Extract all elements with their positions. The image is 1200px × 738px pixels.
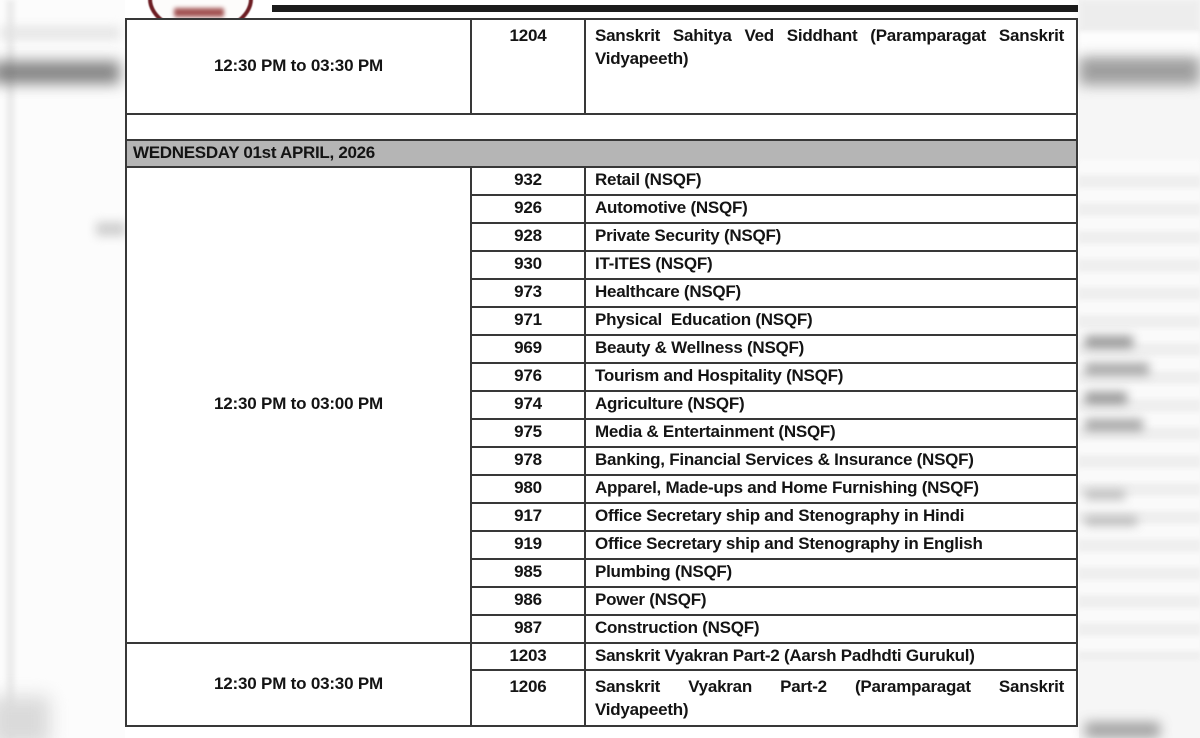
subject-cell: Banking, Financial Services & Insurance … (584, 445, 1078, 476)
table-row: 12:30 PM to 03:30 PM 1203 Sanskrit Vyakr… (125, 641, 1078, 727)
subject-cell: Office Secretary ship and Stenography in… (584, 501, 1078, 532)
subject-cell: Power (NSQF) (584, 585, 1078, 616)
subject-cell: Private Security (NSQF) (584, 221, 1078, 252)
subject-cell: Media & Entertainment (NSQF) (584, 417, 1078, 448)
header-rule (272, 5, 1078, 12)
table-row: 926 Automotive (NSQF) (126, 193, 1078, 224)
code-cell: 969 (470, 333, 586, 364)
background-left-line (6, 0, 15, 738)
table-row: 986 Power (NSQF) (126, 585, 1078, 616)
background-left-light-band (0, 26, 120, 40)
code-cell: 919 (470, 529, 586, 560)
code-cell: 987 (470, 613, 586, 644)
code-cell: 928 (470, 221, 586, 252)
time-cell: 12:30 PM to 03:00 PM (125, 165, 472, 644)
code-cell: 932 (470, 165, 586, 196)
background-right-text-blob (1085, 336, 1133, 348)
subject-cell: Sanskrit Sahitya Ved Siddhant (Parampara… (584, 18, 1078, 115)
subject-cell: Sanskrit Vyakran Part-2 (Paramparagat Sa… (584, 668, 1078, 727)
table-row: 973 Healthcare (NSQF) (126, 277, 1078, 308)
day-header-row: WEDNESDAY 01st APRIL, 2026 (125, 139, 1078, 168)
table-row: 976 Tourism and Hospitality (NSQF) (126, 361, 1078, 392)
table-row: 985 Plumbing (NSQF) (126, 557, 1078, 588)
subject-cell: Tourism and Hospitality (NSQF) (584, 361, 1078, 392)
table-row: 928 Private Security (NSQF) (126, 221, 1078, 252)
table-row: 978 Banking, Financial Services & Insura… (126, 445, 1078, 476)
subject-cell: Agriculture (NSQF) (584, 389, 1078, 420)
subject-cell: Construction (NSQF) (584, 613, 1078, 644)
table-row: 987 Construction (NSQF) (126, 613, 1078, 644)
table-row: 12:30 PM to 03:30 PM 1204 Sanskrit Sahit… (125, 18, 1078, 115)
background-left-margin (0, 0, 125, 738)
background-right-white-band (1079, 32, 1200, 58)
background-left-blob (96, 222, 126, 236)
code-cell: 976 (470, 361, 586, 392)
code-cell: 917 (470, 501, 586, 532)
code-cell: 975 (470, 417, 586, 448)
background-right-dark-band (1079, 57, 1200, 85)
background-right-bottom-blob (1085, 722, 1160, 738)
school-emblem-text (174, 8, 224, 17)
table-row: 969 Beauty & Wellness (NSQF) (126, 333, 1078, 364)
code-cell: 930 (470, 249, 586, 280)
code-cell: 1206 (470, 668, 586, 727)
code-cell: 971 (470, 305, 586, 336)
background-right-row-stripes (1079, 160, 1200, 660)
subject-cell: Office Secretary ship and Stenography in… (584, 529, 1078, 560)
table-row: 919 Office Secretary ship and Stenograph… (126, 529, 1078, 560)
table-row: 1206 Sanskrit Vyakran Part-2 (Paramparag… (126, 668, 1078, 727)
exam-timetable: 12:30 PM to 03:30 PM 1204 Sanskrit Sahit… (125, 18, 1078, 727)
code-cell: 986 (470, 585, 586, 616)
code-cell: 1203 (470, 641, 586, 671)
subject-cell: Sanskrit Vyakran Part-2 (Aarsh Padhdti G… (584, 641, 1078, 671)
subject-cell: IT-ITES (NSQF) (584, 249, 1078, 280)
subject-cell: Beauty & Wellness (NSQF) (584, 333, 1078, 364)
subject-cell: Apparel, Made-ups and Home Furnishing (N… (584, 473, 1078, 504)
background-right-text-blob (1085, 490, 1125, 500)
background-right-text-blob (1085, 392, 1127, 404)
background-right-text-blob (1085, 516, 1137, 526)
background-right-text-blob (1085, 419, 1143, 431)
table-row: 974 Agriculture (NSQF) (126, 389, 1078, 420)
subject-cell: Retail (NSQF) (584, 165, 1078, 196)
spacer-cell (125, 113, 1078, 141)
background-right-text-blob (1085, 363, 1149, 375)
code-cell: 1204 (470, 18, 586, 115)
table-row: 917 Office Secretary ship and Stenograph… (126, 501, 1078, 532)
time-cell: 12:30 PM to 03:30 PM (125, 641, 472, 727)
table-row: 971 Physical Education (NSQF) (126, 305, 1078, 336)
code-cell: 978 (470, 445, 586, 476)
code-cell: 985 (470, 557, 586, 588)
subject-cell: Healthcare (NSQF) (584, 277, 1078, 308)
spacer-row (125, 113, 1078, 141)
background-left-dark-band (0, 61, 120, 84)
code-cell: 926 (470, 193, 586, 224)
background-left-bottom-smudge (0, 696, 50, 738)
table-row: 930 IT-ITES (NSQF) (126, 249, 1078, 280)
code-cell: 980 (470, 473, 586, 504)
subject-cell: Automotive (NSQF) (584, 193, 1078, 224)
background-right-margin (1079, 0, 1200, 738)
code-cell: 974 (470, 389, 586, 420)
time-cell: 12:30 PM to 03:30 PM (125, 18, 472, 115)
day-header: WEDNESDAY 01st APRIL, 2026 (125, 139, 1078, 168)
subject-cell: Physical Education (NSQF) (584, 305, 1078, 336)
subject-cell: Plumbing (NSQF) (584, 557, 1078, 588)
background-right-top-band (1079, 0, 1200, 32)
table-row: 975 Media & Entertainment (NSQF) (126, 417, 1078, 448)
table-row: 980 Apparel, Made-ups and Home Furnishin… (126, 473, 1078, 504)
code-cell: 973 (470, 277, 586, 308)
table-row: 12:30 PM to 03:00 PM 932 Retail (NSQF) (125, 165, 1078, 644)
